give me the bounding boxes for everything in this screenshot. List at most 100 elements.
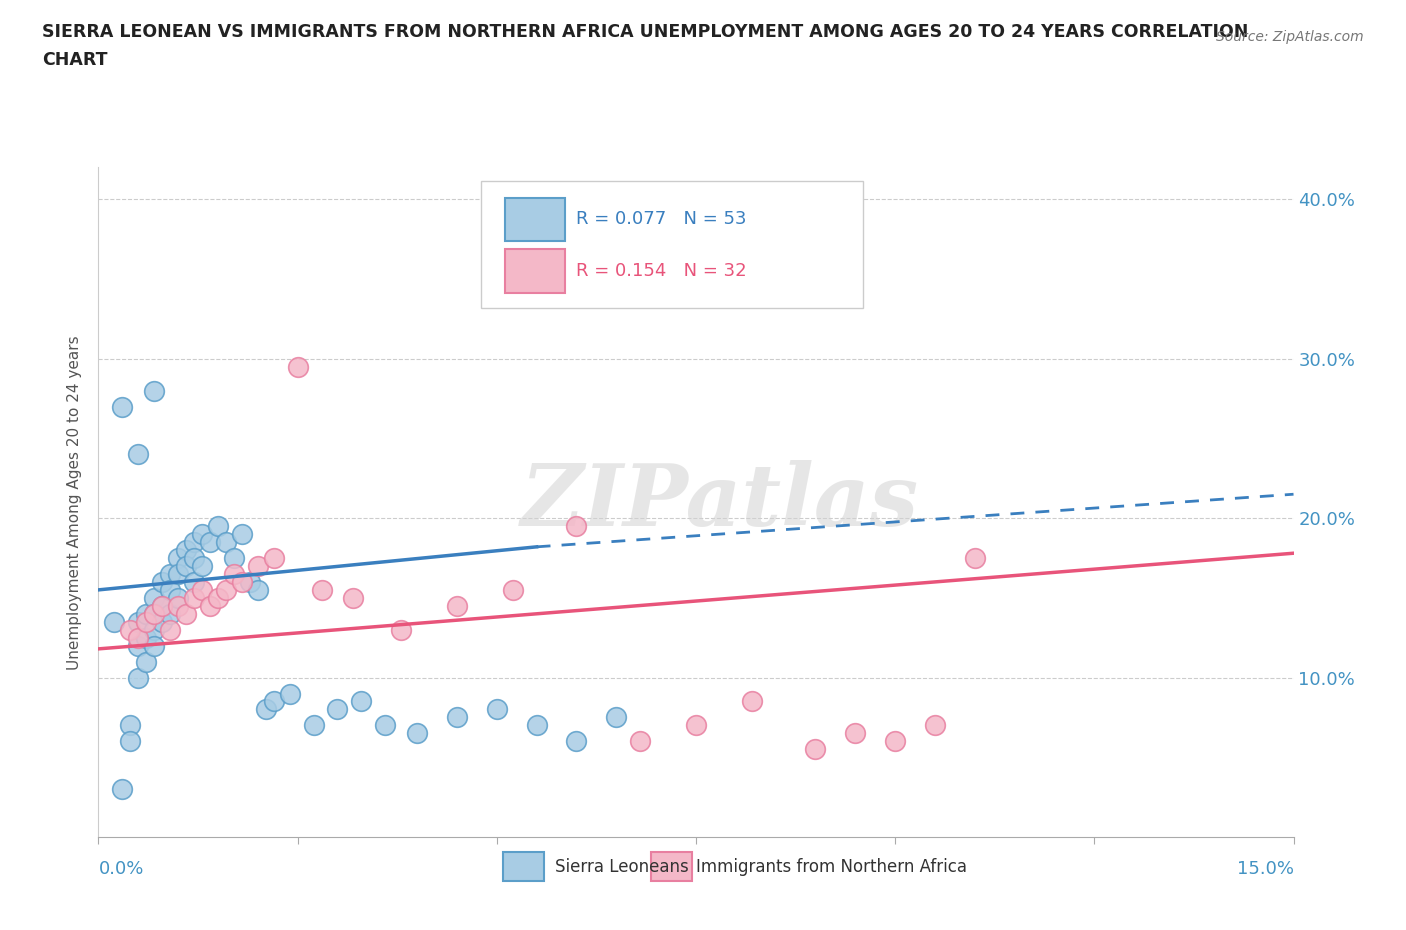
Point: [167, 591, 190, 605]
Point: [191, 526, 214, 541]
Point: [183, 591, 205, 605]
Point: [231, 575, 253, 590]
Point: [120, 718, 142, 733]
Point: [174, 542, 197, 557]
Point: [207, 519, 229, 534]
Point: [406, 726, 429, 741]
Point: [741, 694, 763, 709]
Point: [239, 575, 262, 590]
Text: Sierra Leoneans: Sierra Leoneans: [555, 857, 689, 876]
Point: [111, 399, 134, 414]
Point: [135, 606, 157, 621]
Point: [198, 598, 221, 613]
FancyBboxPatch shape: [481, 180, 863, 308]
Point: [311, 582, 333, 597]
Point: [183, 551, 205, 565]
Point: [167, 551, 190, 565]
FancyBboxPatch shape: [651, 852, 692, 881]
Point: [183, 535, 205, 550]
Y-axis label: Unemployment Among Ages 20 to 24 years: Unemployment Among Ages 20 to 24 years: [67, 335, 83, 670]
Point: [685, 718, 707, 733]
Point: [924, 718, 946, 733]
Point: [222, 551, 245, 565]
Point: [150, 598, 173, 613]
Point: [198, 535, 221, 550]
Text: R = 0.077   N = 53: R = 0.077 N = 53: [576, 210, 747, 228]
Point: [120, 622, 142, 637]
Point: [143, 622, 166, 637]
Point: [150, 598, 173, 613]
Point: [135, 654, 157, 669]
Point: [127, 671, 149, 685]
Point: [167, 566, 190, 581]
Point: [246, 582, 269, 597]
Point: [111, 782, 134, 797]
Point: [884, 734, 907, 749]
Text: Immigrants from Northern Africa: Immigrants from Northern Africa: [696, 857, 967, 876]
Point: [246, 559, 269, 574]
Point: [565, 734, 588, 749]
Point: [127, 638, 149, 653]
Point: [215, 582, 238, 597]
Point: [374, 718, 396, 733]
Point: [350, 694, 373, 709]
Point: [215, 535, 238, 550]
Point: [159, 622, 181, 637]
Point: [254, 702, 277, 717]
Text: 0.0%: 0.0%: [98, 860, 143, 878]
Point: [605, 710, 627, 724]
Point: [143, 606, 166, 621]
FancyBboxPatch shape: [505, 197, 565, 241]
Point: [191, 582, 214, 597]
FancyBboxPatch shape: [505, 249, 565, 293]
Point: [143, 606, 166, 621]
Point: [502, 582, 524, 597]
Point: [446, 598, 468, 613]
Point: [231, 526, 253, 541]
Point: [150, 615, 173, 630]
Point: [143, 591, 166, 605]
Point: [127, 447, 149, 462]
Point: [159, 566, 181, 581]
Point: [342, 591, 364, 605]
Point: [263, 694, 285, 709]
Point: [103, 615, 125, 630]
Point: [963, 551, 986, 565]
Point: [159, 582, 181, 597]
Point: [183, 575, 205, 590]
Text: 15.0%: 15.0%: [1236, 860, 1294, 878]
Point: [526, 718, 548, 733]
Text: ZIPatlas: ZIPatlas: [520, 460, 920, 544]
Point: [263, 551, 285, 565]
Point: [222, 566, 245, 581]
Text: CHART: CHART: [42, 51, 108, 69]
Point: [174, 606, 197, 621]
Point: [135, 615, 157, 630]
Point: [287, 359, 309, 374]
Point: [628, 734, 651, 749]
Point: [120, 734, 142, 749]
Point: [150, 575, 173, 590]
Text: SIERRA LEONEAN VS IMMIGRANTS FROM NORTHERN AFRICA UNEMPLOYMENT AMONG AGES 20 TO : SIERRA LEONEAN VS IMMIGRANTS FROM NORTHE…: [42, 23, 1249, 41]
Point: [135, 631, 157, 645]
Point: [485, 702, 508, 717]
Point: [278, 686, 301, 701]
Point: [804, 742, 827, 757]
Text: Source: ZipAtlas.com: Source: ZipAtlas.com: [1216, 30, 1364, 44]
Point: [143, 383, 166, 398]
Point: [446, 710, 468, 724]
Point: [389, 622, 412, 637]
Point: [127, 631, 149, 645]
Point: [174, 559, 197, 574]
FancyBboxPatch shape: [503, 852, 544, 881]
Point: [207, 591, 229, 605]
Point: [167, 598, 190, 613]
Point: [565, 519, 588, 534]
Point: [127, 615, 149, 630]
Point: [844, 726, 866, 741]
Point: [302, 718, 325, 733]
Point: [326, 702, 349, 717]
Point: [159, 606, 181, 621]
Point: [191, 559, 214, 574]
Point: [143, 638, 166, 653]
